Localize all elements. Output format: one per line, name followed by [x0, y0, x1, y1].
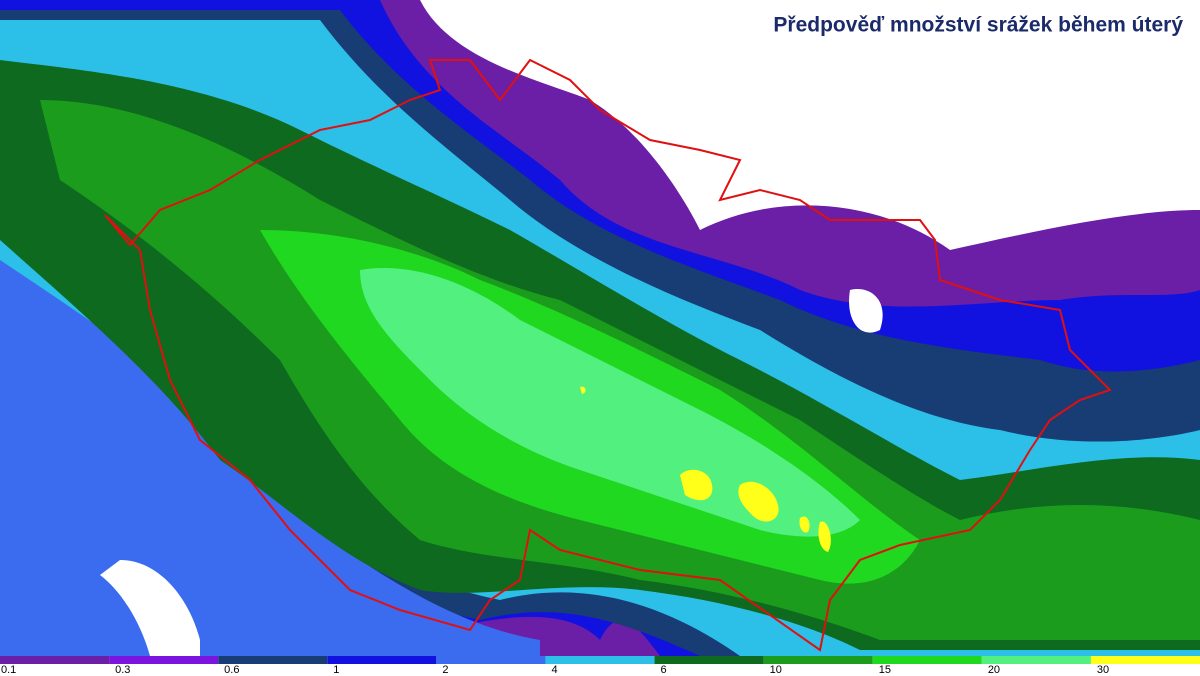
legend-label: 2 [442, 664, 448, 676]
map-title: Předpověď množství srážek během úterý [773, 14, 1183, 37]
blank-area [100, 289, 883, 656]
legend-label: 0.3 [115, 664, 130, 676]
legend-swatch [436, 656, 546, 664]
legend-label: 30 [1097, 664, 1109, 676]
legend-label: 6 [661, 664, 667, 676]
legend-swatch [218, 656, 328, 664]
legend-swatch [327, 656, 437, 664]
legend-label: 0.6 [224, 664, 239, 676]
legend: 0.1 0.3 0.6 1 2 4 6 10 15 20 30 [0, 656, 1200, 676]
legend-swatch [109, 656, 219, 664]
legend-label: 1 [333, 664, 339, 676]
legend-swatch [981, 656, 1091, 664]
legend-swatch [1090, 656, 1200, 664]
precip-area [360, 268, 860, 537]
legend-label: 15 [879, 664, 891, 676]
legend-label: 20 [988, 664, 1000, 676]
legend-swatch [654, 656, 764, 664]
legend-swatch [763, 656, 873, 664]
legend-swatch [872, 656, 982, 664]
legend-label: 4 [551, 664, 557, 676]
precip-area [580, 386, 831, 552]
legend-label: 10 [770, 664, 782, 676]
legend-swatch [0, 656, 110, 664]
legend-label: 0.1 [1, 664, 16, 676]
country-border [104, 58, 1112, 652]
legend-swatch [545, 656, 655, 664]
